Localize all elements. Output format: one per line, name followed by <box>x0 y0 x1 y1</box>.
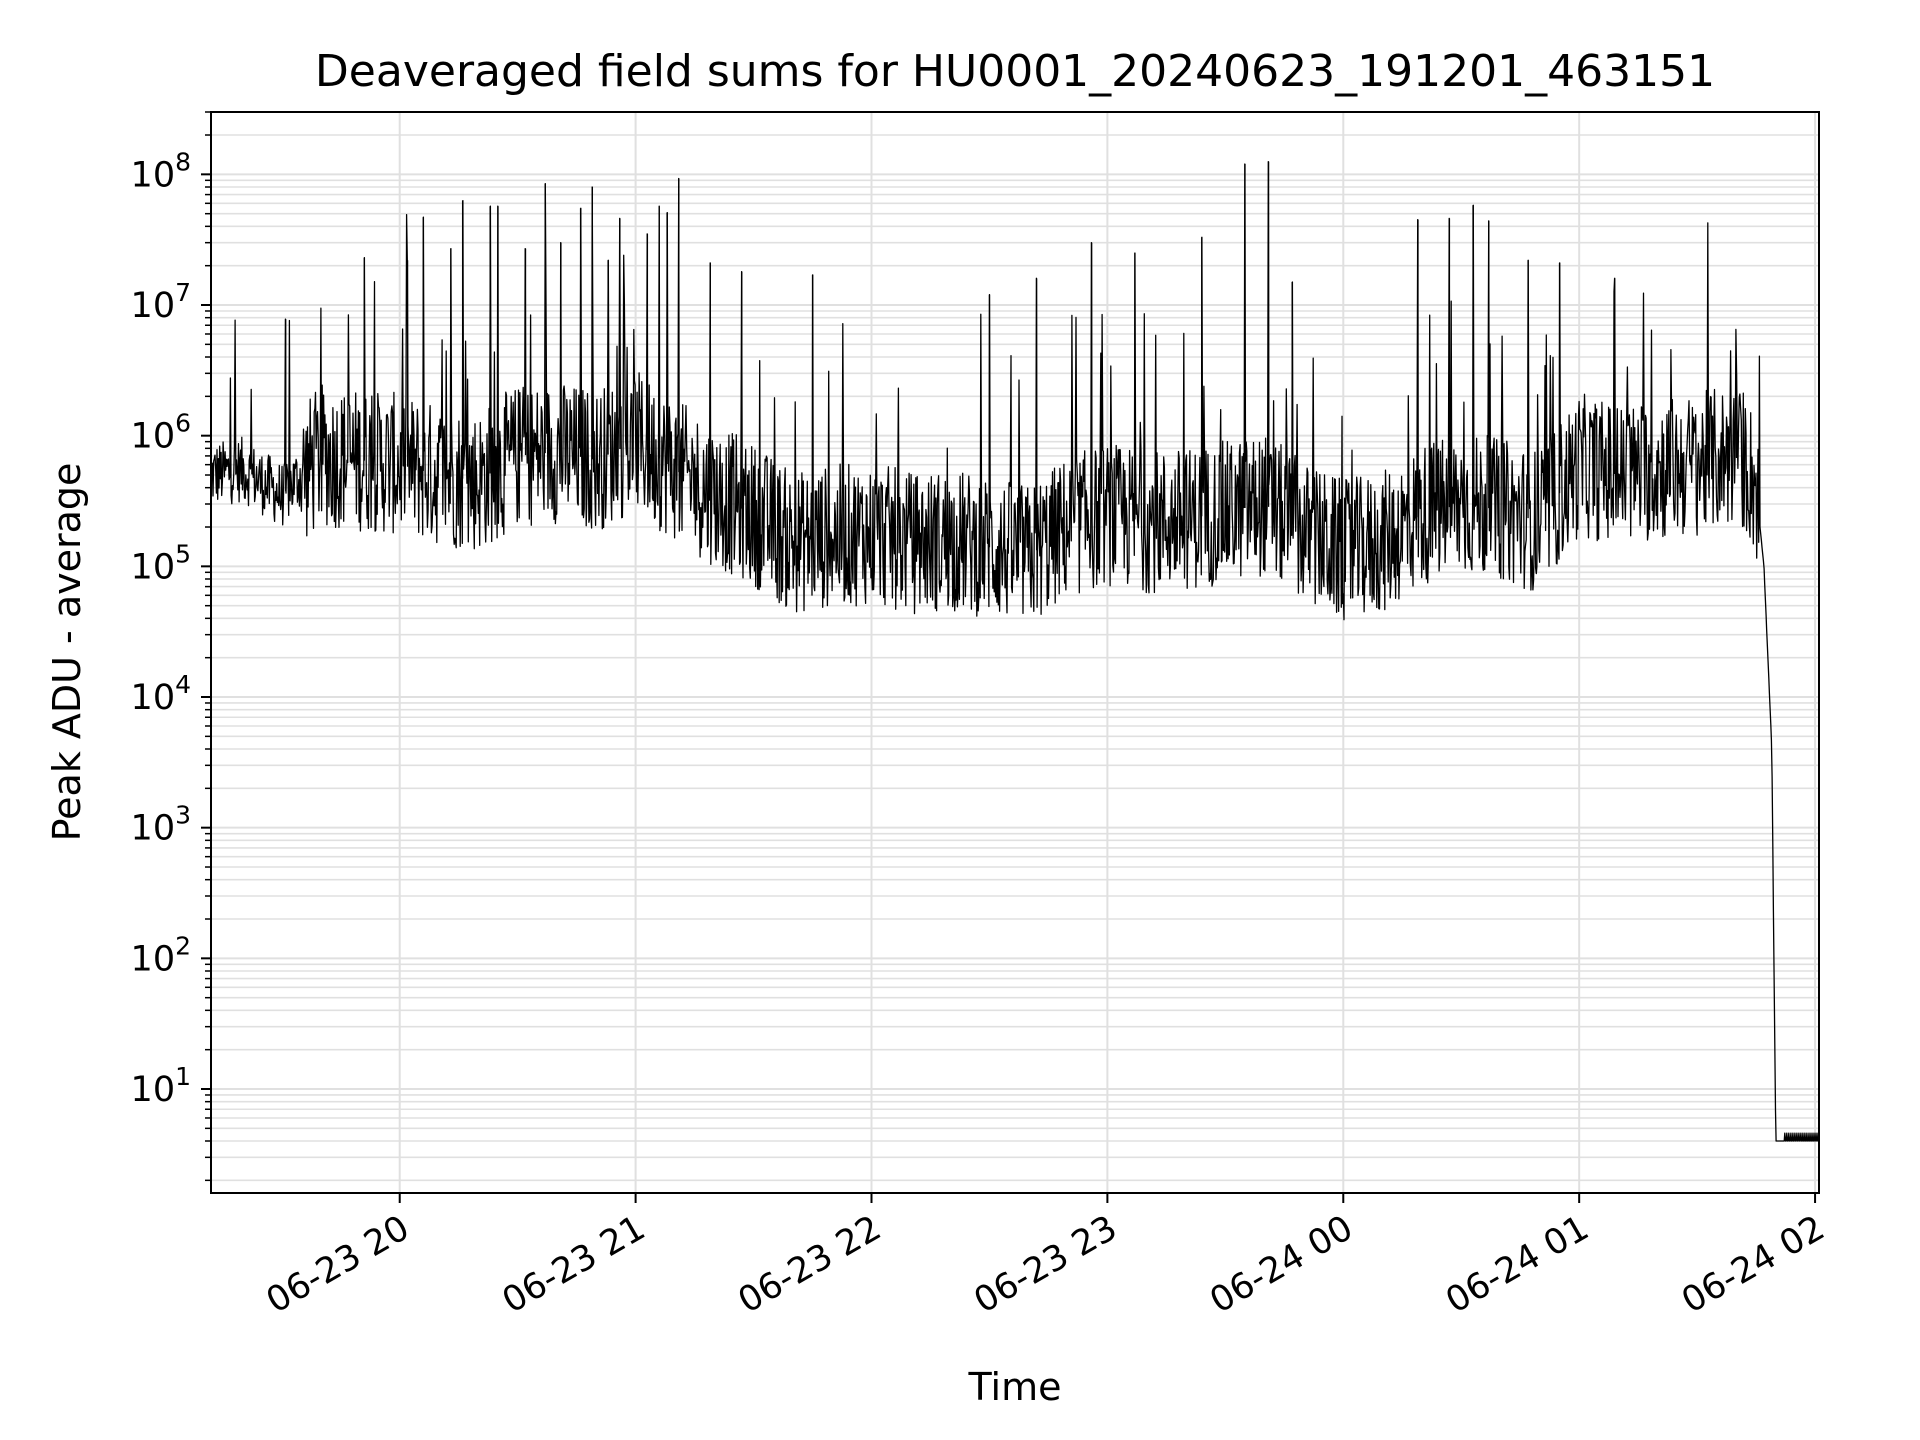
y-tick-label: 101 <box>131 1062 191 1110</box>
y-axis-label: Peak ADU - average <box>45 463 89 842</box>
y-tick-label: 102 <box>131 931 191 979</box>
x-tick-label: 06-23 21 <box>496 1208 652 1321</box>
x-tick-label: 06-24 02 <box>1675 1208 1831 1321</box>
y-tick-label: 107 <box>131 278 191 326</box>
x-tick-label: 06-24 01 <box>1439 1208 1595 1321</box>
series-line <box>210 161 1820 1142</box>
x-tick-label: 06-23 20 <box>260 1208 416 1321</box>
x-axis-label: Time <box>968 1365 1062 1409</box>
x-tick-label: 06-23 23 <box>968 1208 1124 1321</box>
y-tick-label: 108 <box>131 147 191 195</box>
y-tick-label: 103 <box>131 801 191 849</box>
x-tick-label: 06-24 00 <box>1203 1208 1359 1321</box>
plot-frame <box>210 111 1820 1194</box>
x-tick-label: 06-23 22 <box>732 1208 888 1321</box>
grid <box>211 111 1819 1193</box>
chart-title: Deaveraged field sums for HU0001_2024062… <box>315 46 1715 97</box>
y-tick-label: 105 <box>131 539 191 587</box>
y-tick-label: 106 <box>131 409 191 457</box>
y-tick-label: 104 <box>131 670 191 718</box>
series-layer <box>210 161 1820 1142</box>
